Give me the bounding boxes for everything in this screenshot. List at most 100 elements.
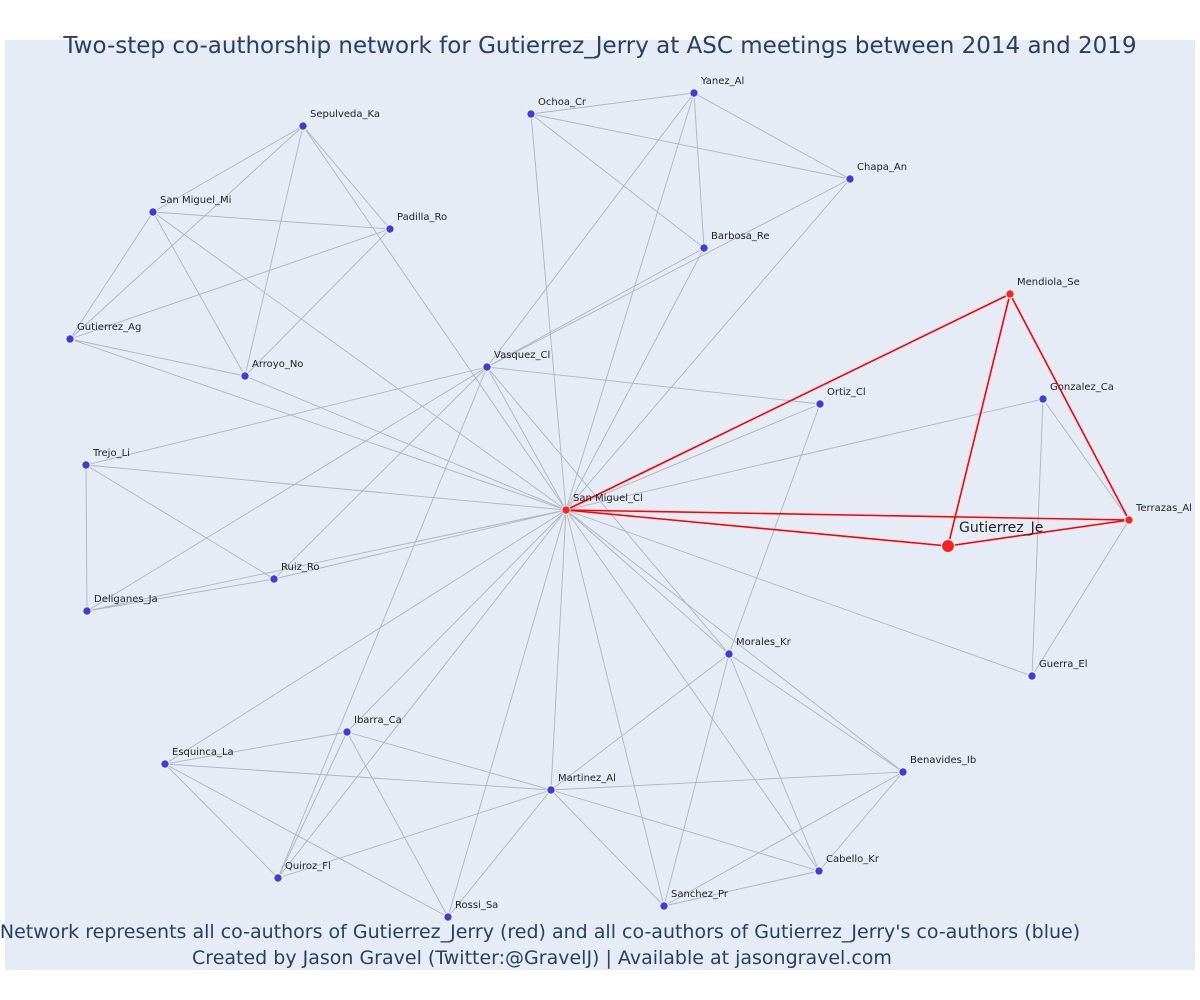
edge-martinez-al-quiroz-fl [277, 789, 552, 879]
node-label-terrazas-al: Terrazas_Al [1135, 503, 1192, 514]
edge-yanez-al-barbosa-re [693, 92, 705, 249]
node-esquinca-la[interactable] [160, 759, 170, 769]
edge-martinez-al-rossi-sa [447, 789, 552, 918]
edge-sepulveda-ka-san-miguel-mi [152, 125, 304, 213]
edge-san-miguel-cl-gonzalez-ca [565, 398, 1044, 511]
edge-vasquez-cl-ruiz-ro [273, 366, 488, 580]
node-arroyo-no[interactable] [240, 371, 250, 381]
edge-gutierrez-je-san-miguel-cl [565, 509, 949, 547]
edge-ochoa-cr-chapa-an [530, 113, 851, 180]
plot-background [5, 40, 1195, 970]
edge-san-miguel-cl-benavides-ib [565, 509, 904, 773]
node-label-mendiola-se: Mendiola_Se [1017, 277, 1080, 288]
node-martinez-al[interactable] [546, 785, 556, 795]
edge-ruiz-ro-deliganes-ja [86, 578, 275, 612]
edge-vasquez-cl-ortiz-cl [486, 366, 821, 405]
node-gutierrez-je[interactable] [941, 539, 955, 553]
node-sanchez-pr[interactable] [659, 901, 669, 911]
edge-esquinca-la-rossi-sa [164, 763, 449, 918]
edge-yanez-al-vasquez-cl [486, 92, 695, 368]
node-cabello-kr[interactable] [814, 866, 824, 876]
node-morales-kr[interactable] [724, 649, 734, 659]
node-barbosa-re[interactable] [699, 243, 709, 253]
node-label-guerra-el: Guerra_El [1039, 659, 1088, 670]
edge-padilla-ro-arroyo-no [244, 228, 391, 377]
edge-san-miguel-cl-barbosa-re [565, 247, 705, 511]
node-ibarra-ca[interactable] [342, 727, 352, 737]
edge-trejo-li-deliganes-ja [85, 464, 88, 612]
red-edge-layer [565, 293, 1130, 547]
node-label-trejo-li: Trejo_Li [92, 448, 130, 459]
edge-san-miguel-mi-gutierrez-ag [69, 211, 154, 340]
node-vasquez-cl[interactable] [482, 362, 492, 372]
node-ochoa-cr[interactable] [526, 109, 536, 119]
node-label-quiroz-fl: Quiroz_Fl [285, 861, 331, 872]
node-label-martinez-al: Martinez_Al [558, 773, 616, 784]
node-trejo-li[interactable] [81, 460, 91, 470]
node-guerra-el[interactable] [1027, 671, 1037, 681]
edge-san-miguel-mi-arroyo-no [152, 211, 246, 377]
edge-san-miguel-cl-martinez-al [550, 509, 567, 791]
node-benavides-ib[interactable] [898, 767, 908, 777]
node-rossi-sa[interactable] [443, 912, 453, 922]
node-label-morales-kr: Morales_Kr [736, 637, 792, 648]
edge-martinez-al-sanchez-pr [550, 789, 665, 907]
node-quiroz-fl[interactable] [273, 873, 283, 883]
edge-san-miguel-cl-terrazas-al [565, 509, 1130, 521]
edge-san-miguel-cl-guerra-el [565, 509, 1033, 677]
edge-san-miguel-cl-quiroz-fl [277, 509, 567, 879]
node-gutierrez-ag[interactable] [65, 334, 75, 344]
edge-sepulveda-ka-gutierrez-ag [69, 125, 304, 340]
node-san-miguel-cl[interactable] [561, 505, 571, 515]
node-padilla-ro[interactable] [385, 224, 395, 234]
node-label-chapa-an: Chapa_An [857, 162, 907, 173]
edge-san-miguel-mi-padilla-ro [152, 211, 391, 230]
node-label-gutierrez-ag: Gutierrez_Ag [77, 322, 141, 333]
node-sepulveda-ka[interactable] [298, 121, 308, 131]
node-ortiz-cl[interactable] [815, 399, 825, 409]
edge-vasquez-cl-deliganes-ja [86, 366, 488, 612]
node-gonzalez-ca[interactable] [1038, 394, 1048, 404]
chart-title: Two-step co-authorship network for Gutie… [62, 33, 1136, 59]
edge-esquinca-la-martinez-al [164, 763, 552, 791]
footer-credit-line2: Created by Jason Gravel (Twitter:@Gravel… [192, 947, 892, 969]
edge-layer [69, 92, 1130, 918]
edge-barbosa-re-vasquez-cl [486, 247, 705, 368]
node-label-sanchez-pr: Sanchez_Pr [671, 889, 729, 900]
edge-ibarra-ca-rossi-sa [346, 731, 449, 918]
node-label-cabello-kr: Cabello_Kr [826, 854, 880, 865]
edge-san-miguel-cl-sanchez-pr [565, 509, 665, 907]
node-label-ruiz-ro: Ruiz_Ro [281, 562, 319, 573]
edge-sepulveda-ka-padilla-ro [302, 125, 391, 230]
edge-morales-kr-benavides-ib [728, 653, 904, 773]
node-label-san-miguel-mi: San Miguel_Mi [160, 195, 231, 206]
edge-san-miguel-cl-rossi-sa [447, 509, 567, 918]
node-terrazas-al[interactable] [1124, 515, 1134, 525]
edge-san-miguel-cl-ochoa-cr [530, 113, 567, 511]
node-ruiz-ro[interactable] [269, 574, 279, 584]
edge-san-miguel-cl-san-miguel-mi [152, 211, 567, 511]
edge-yanez-al-chapa-an [693, 92, 851, 180]
edge-benavides-ib-sanchez-pr [663, 771, 904, 907]
node-san-miguel-mi[interactable] [148, 207, 158, 217]
node-deliganes-ja[interactable] [82, 606, 92, 616]
edge-san-miguel-cl-yanez-al [565, 92, 695, 511]
edge-esquinca-la-quiroz-fl [164, 763, 279, 879]
edge-san-miguel-cl-trejo-li [85, 464, 567, 511]
edge-padilla-ro-gutierrez-ag [69, 228, 391, 340]
edge-san-miguel-cl-chapa-an [565, 178, 851, 511]
edge-morales-kr-cabello-kr [728, 653, 820, 872]
node-yanez-al[interactable] [689, 88, 699, 98]
edge-san-miguel-cl-arroyo-no [244, 375, 567, 511]
edge-trejo-li-ruiz-ro [85, 464, 275, 580]
edge-gutierrez-je-terrazas-al [947, 519, 1130, 547]
node-label-barbosa-re: Barbosa_Re [711, 231, 770, 242]
node-mendiola-se[interactable] [1005, 289, 1015, 299]
edge-vasquez-cl-quiroz-fl [277, 366, 488, 879]
edge-san-miguel-cl-esquinca-la [164, 509, 567, 765]
node-label-sepulveda-ka: Sepulveda_Ka [310, 109, 380, 120]
node-chapa-an[interactable] [845, 174, 855, 184]
node-label-padilla-ro: Padilla_Ro [397, 212, 447, 223]
edge-ibarra-ca-martinez-al [346, 731, 552, 791]
edge-gutierrez-je-mendiola-se [947, 293, 1011, 547]
